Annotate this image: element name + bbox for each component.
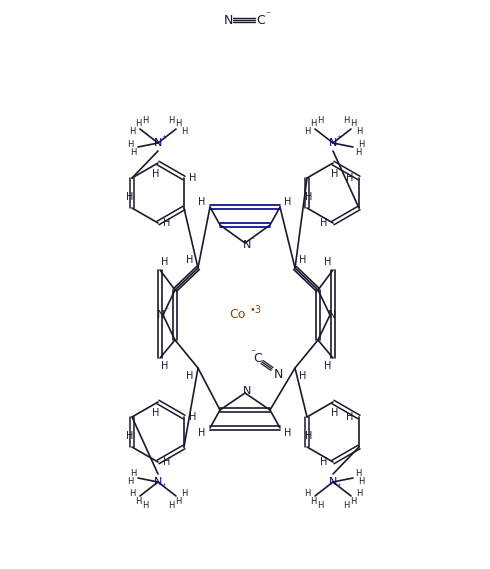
Text: ⁺: ⁺ bbox=[337, 134, 341, 142]
Text: H: H bbox=[355, 468, 361, 477]
Text: H: H bbox=[331, 408, 339, 418]
Text: H: H bbox=[356, 126, 362, 135]
Text: H: H bbox=[358, 139, 364, 149]
Text: ⁻: ⁻ bbox=[250, 348, 256, 358]
Text: H: H bbox=[142, 116, 148, 125]
Text: H: H bbox=[186, 371, 194, 381]
Text: H: H bbox=[343, 116, 349, 125]
Text: H: H bbox=[189, 173, 196, 183]
Text: H: H bbox=[324, 257, 332, 267]
Text: H: H bbox=[284, 428, 292, 438]
Text: N: N bbox=[243, 240, 251, 250]
Text: H: H bbox=[163, 457, 171, 467]
Text: H: H bbox=[163, 218, 171, 228]
Text: H: H bbox=[168, 501, 174, 509]
Text: H: H bbox=[152, 408, 160, 418]
Text: H: H bbox=[320, 457, 328, 467]
Text: N: N bbox=[157, 310, 165, 320]
Text: H: H bbox=[305, 192, 313, 202]
Text: H: H bbox=[350, 497, 356, 506]
Text: H: H bbox=[346, 173, 354, 183]
Text: H: H bbox=[317, 501, 323, 509]
Text: H: H bbox=[161, 257, 169, 267]
Text: H: H bbox=[331, 169, 339, 179]
Text: H: H bbox=[129, 126, 135, 135]
Text: •3: •3 bbox=[249, 305, 261, 315]
Text: N: N bbox=[223, 14, 233, 27]
Text: H: H bbox=[126, 431, 134, 441]
Text: H: H bbox=[350, 118, 356, 127]
Text: H: H bbox=[130, 147, 136, 156]
Text: H: H bbox=[346, 412, 354, 422]
Text: H: H bbox=[310, 497, 316, 506]
Text: H: H bbox=[304, 126, 310, 135]
Text: H: H bbox=[142, 501, 148, 509]
Text: H: H bbox=[320, 218, 328, 228]
Text: ⁺: ⁺ bbox=[162, 483, 166, 492]
Text: H: H bbox=[161, 361, 169, 371]
Text: H: H bbox=[358, 476, 364, 485]
Text: H: H bbox=[135, 118, 141, 127]
Text: H: H bbox=[198, 428, 206, 438]
Text: ⁺: ⁺ bbox=[337, 483, 341, 492]
Text: H: H bbox=[299, 255, 307, 265]
Text: H: H bbox=[126, 192, 134, 202]
Text: N: N bbox=[329, 138, 337, 148]
Text: H: H bbox=[130, 468, 136, 477]
Text: H: H bbox=[284, 197, 292, 207]
Text: H: H bbox=[310, 118, 316, 127]
Text: H: H bbox=[324, 361, 332, 371]
Text: C: C bbox=[257, 14, 266, 27]
Text: N: N bbox=[154, 138, 162, 148]
Text: H: H bbox=[129, 489, 135, 498]
Text: N: N bbox=[243, 386, 251, 396]
Text: C: C bbox=[254, 352, 262, 365]
Text: ⁺: ⁺ bbox=[162, 134, 166, 142]
Text: H: H bbox=[189, 412, 196, 422]
Text: H: H bbox=[181, 126, 187, 135]
Text: H: H bbox=[355, 147, 361, 156]
Text: H: H bbox=[168, 116, 174, 125]
Text: H: H bbox=[152, 169, 160, 179]
Text: H: H bbox=[181, 489, 187, 498]
Text: ⁻: ⁻ bbox=[251, 236, 255, 245]
Text: H: H bbox=[305, 431, 313, 441]
Text: H: H bbox=[135, 497, 141, 506]
Text: H: H bbox=[356, 489, 362, 498]
Text: N: N bbox=[273, 369, 283, 381]
Text: H: H bbox=[299, 371, 307, 381]
Text: H: H bbox=[198, 197, 206, 207]
Text: H: H bbox=[127, 476, 133, 485]
Text: H: H bbox=[343, 501, 349, 509]
Text: Co: Co bbox=[229, 308, 245, 321]
Text: N: N bbox=[328, 310, 336, 320]
Text: H: H bbox=[186, 255, 194, 265]
Text: H: H bbox=[317, 116, 323, 125]
Text: N: N bbox=[154, 477, 162, 487]
Text: H: H bbox=[127, 139, 133, 149]
Text: N: N bbox=[329, 477, 337, 487]
Text: H: H bbox=[175, 497, 181, 506]
Text: ⁻: ⁻ bbox=[165, 306, 169, 315]
Text: ⁻: ⁻ bbox=[266, 10, 270, 20]
Text: H: H bbox=[304, 489, 310, 498]
Text: H: H bbox=[175, 118, 181, 127]
